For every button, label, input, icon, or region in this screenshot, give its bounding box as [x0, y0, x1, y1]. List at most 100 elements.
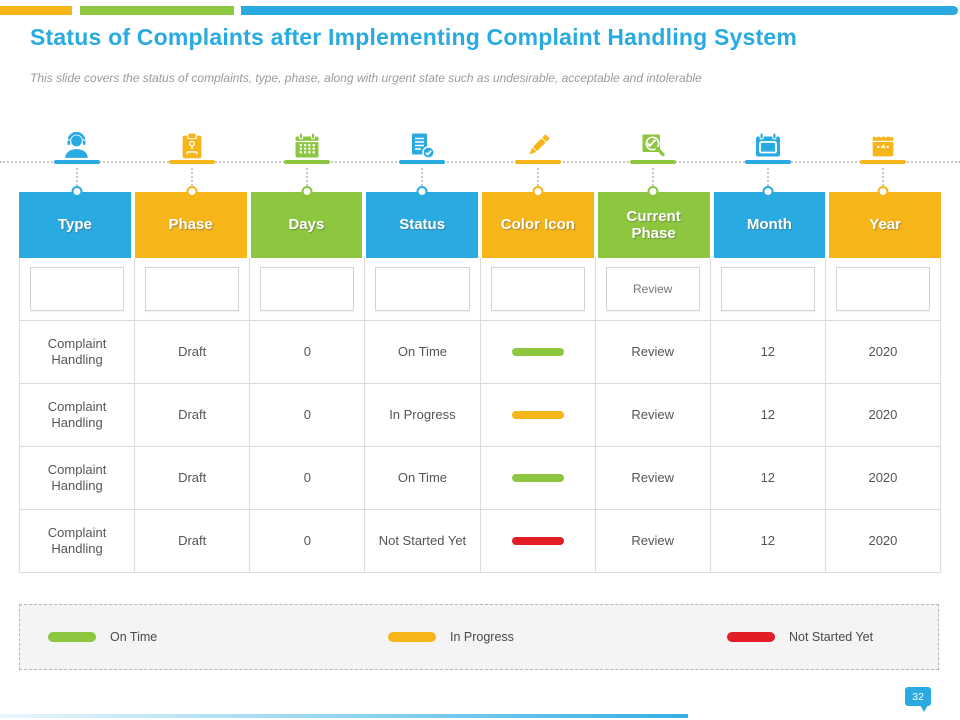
cell-days: 0 — [250, 321, 366, 384]
timeline-connector-ring — [762, 186, 774, 197]
cell-text: On Time — [397, 469, 447, 485]
cell-month: 12 — [710, 447, 826, 510]
cell-month: 12 — [710, 321, 826, 384]
timeline-step — [365, 128, 480, 198]
timeline-vertical-dots — [306, 168, 309, 186]
table-header-row: Type Phase Days Status Color Icon Current Pha… — [19, 192, 941, 258]
calendar-year-icon — [866, 128, 900, 162]
timeline-connector-ring — [532, 186, 544, 197]
filter-input[interactable] — [375, 267, 470, 311]
column-header: Month — [713, 192, 826, 258]
filter-input[interactable] — [145, 267, 240, 311]
timeline-step — [250, 128, 365, 198]
cell-color-icon — [480, 447, 596, 510]
calendar-month-icon — [751, 128, 785, 162]
legend-label: On Time — [110, 630, 158, 644]
cell-phase: Draft — [135, 384, 251, 447]
timeline-step — [19, 128, 134, 198]
timeline-step — [480, 128, 595, 198]
filter-input[interactable] — [720, 267, 815, 311]
legend-item: Not Started Yet — [727, 630, 873, 644]
cell-color-icon — [480, 321, 596, 384]
status-table: Type Phase Days Status Color Icon Current Pha… — [19, 192, 941, 573]
cell-status: In Progress — [365, 384, 481, 447]
page-badge-tail — [920, 705, 928, 712]
cell-text: 12 — [760, 343, 776, 359]
filter-input[interactable] — [835, 267, 930, 311]
cell-text: Draft — [178, 343, 207, 359]
legend-color-bar — [727, 632, 775, 642]
cell-year: 2020 — [825, 384, 941, 447]
filter-input[interactable] — [260, 267, 355, 311]
timeline-color-dash — [399, 160, 446, 164]
cell-text: Not Started Yet — [378, 532, 467, 548]
cell-text: 2020 — [868, 406, 898, 422]
cell-phase: Draft — [135, 321, 251, 384]
cell-text: Review — [631, 406, 674, 422]
top-accent-bar-green — [80, 6, 234, 15]
pen-icon — [521, 128, 555, 162]
cell-year: 2020 — [825, 447, 941, 510]
cell-phase: Draft — [135, 447, 251, 510]
cell-type: Complaint Handling — [20, 321, 136, 384]
cell-text: Draft — [178, 406, 207, 422]
cell-text: 0 — [303, 343, 311, 359]
table-row: Complaint Handling Draft 0 Not Started Yet R… — [19, 510, 941, 573]
page-title: Status of Complaints after Implementing … — [30, 24, 797, 50]
timeline-vertical-dots — [651, 168, 654, 186]
support-agent-icon — [60, 128, 94, 162]
timeline-connector-ring — [71, 186, 83, 197]
calendar-days-icon — [290, 128, 324, 162]
timeline-step — [595, 128, 710, 198]
legend-item: In Progress — [388, 630, 514, 644]
cell-text: 12 — [760, 469, 776, 485]
timeline-connector-ring — [186, 186, 198, 197]
timeline-color-dash — [860, 160, 907, 164]
legend-item: On Time — [48, 630, 157, 644]
status-color-bar — [511, 474, 564, 482]
timeline-color-dash — [514, 160, 561, 164]
cell-current-phase: Review — [595, 321, 711, 384]
timeline-vertical-dots — [421, 168, 424, 186]
document-search-icon — [636, 128, 670, 162]
cell-days: 0 — [250, 447, 366, 510]
filter-cell — [250, 258, 366, 321]
timeline-vertical-dots — [536, 168, 539, 186]
filter-cell — [20, 258, 136, 321]
column-header: Type — [19, 192, 131, 258]
timeline-step — [826, 128, 941, 198]
column-header: Days — [250, 192, 363, 258]
timeline-vertical-dots — [767, 168, 770, 186]
cell-current-phase: Review — [595, 510, 711, 573]
column-header: Color Icon — [482, 192, 594, 258]
legend-label: Not Started Yet — [789, 630, 874, 644]
timeline-connector-ring — [301, 186, 313, 197]
cell-text: 0 — [303, 406, 311, 422]
cell-current-phase: Review — [595, 384, 711, 447]
timeline-connector-ring — [416, 186, 428, 197]
table-row: Complaint Handling Draft 0 On Time Review 12 2… — [19, 447, 941, 510]
cell-text: Complaint Handling — [47, 335, 107, 367]
timeline-color-dash — [284, 160, 331, 164]
timeline-color-dash — [168, 160, 215, 164]
filter-input[interactable]: Review — [605, 267, 700, 311]
column-header: Status — [366, 192, 478, 258]
cell-status: Not Started Yet — [365, 510, 481, 573]
column-header: Current Phase — [597, 192, 710, 258]
timeline-color-dash — [745, 160, 792, 164]
cell-text: 0 — [303, 532, 311, 548]
cell-year: 2020 — [825, 510, 941, 573]
cell-days: 0 — [250, 384, 366, 447]
cell-text: 2020 — [868, 343, 898, 359]
timeline-connector-ring — [647, 186, 659, 197]
cell-text: 12 — [760, 406, 776, 422]
cell-days: 0 — [250, 510, 366, 573]
filter-input[interactable] — [30, 267, 125, 311]
filter-input[interactable] — [490, 267, 585, 311]
legend-label: In Progress — [450, 630, 514, 644]
cell-text: Draft — [178, 532, 207, 548]
cell-color-icon — [480, 510, 596, 573]
filter-cell — [135, 258, 251, 321]
cell-type: Complaint Handling — [20, 384, 136, 447]
